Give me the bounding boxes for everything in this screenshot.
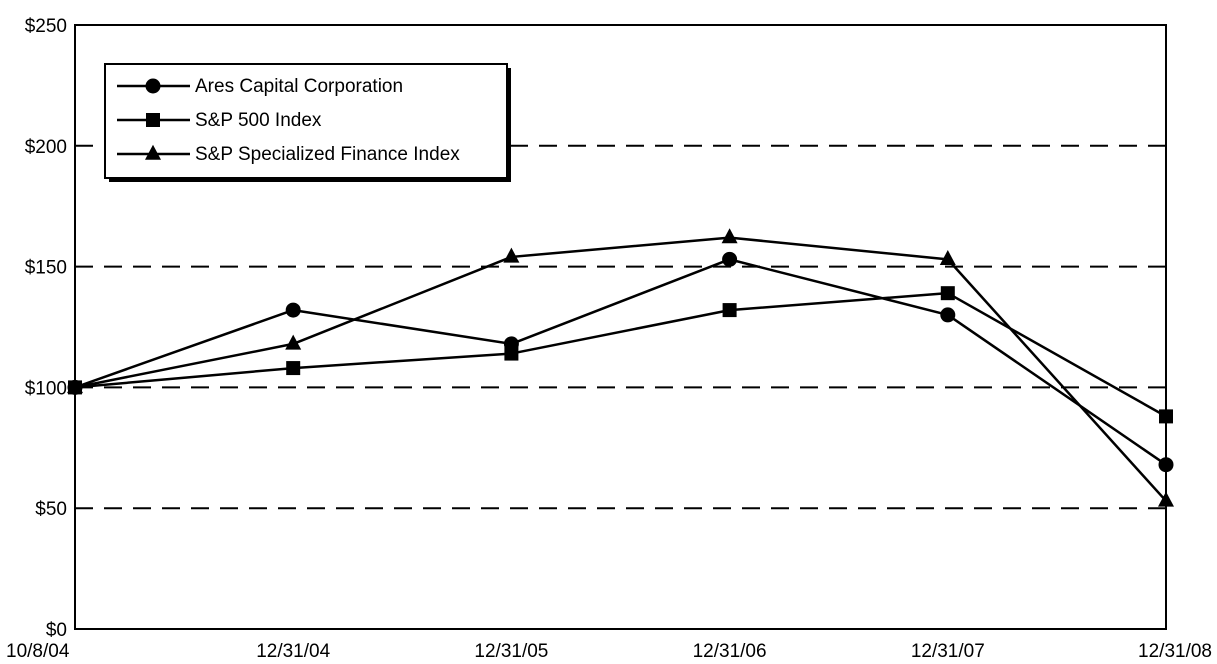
- legend-label: S&P Specialized Finance Index: [195, 144, 460, 165]
- y-tick-label: $50: [35, 499, 67, 520]
- data-point-triangle: [1158, 491, 1174, 507]
- legend-marker-square: [146, 113, 160, 127]
- y-axis-ticks: $0 $50 $100 $150 $200 $250: [25, 16, 67, 641]
- y-tick-label: $150: [25, 258, 67, 279]
- x-tick-label: 12/31/04: [256, 641, 330, 662]
- data-point-circle: [722, 251, 738, 267]
- data-point-triangle: [721, 228, 738, 244]
- x-tick-label: 12/31/08: [1138, 641, 1212, 662]
- series-triangle: [67, 228, 1174, 507]
- data-point-square: [722, 303, 737, 318]
- data-point-square: [504, 346, 519, 361]
- data-point-circle: [1158, 457, 1174, 473]
- legend-entry: Ares Capital Corporation: [117, 76, 403, 97]
- series-circle: [67, 251, 1174, 473]
- y-tick-label: $0: [46, 620, 67, 641]
- series-line: [74, 258, 1167, 466]
- legend-marker-circle: [145, 78, 161, 94]
- data-point-circle: [940, 307, 956, 323]
- data-point-square: [940, 286, 955, 301]
- data-point-circle: [285, 302, 301, 318]
- x-tick-label: 10/8/04: [6, 641, 70, 662]
- series-square: [68, 286, 1173, 424]
- x-tick-label: 12/31/07: [911, 641, 985, 662]
- y-tick-label: $100: [25, 378, 67, 399]
- legend-entry: S&P 500 Index: [117, 110, 322, 131]
- data-point-square: [1159, 409, 1173, 424]
- legend-label: Ares Capital Corporation: [195, 76, 403, 97]
- plot-frame: [74, 24, 1167, 630]
- data-point-triangle: [67, 378, 83, 394]
- legend-marker-triangle: [145, 144, 161, 160]
- legend: Ares Capital Corporation S&P 500 Index S&P…: [104, 63, 511, 182]
- data-point-triangle: [503, 247, 520, 263]
- x-axis-ticks: 10/8/04 12/31/04 12/31/05 12/31/06 12/31/07 1…: [6, 641, 1212, 662]
- x-tick-label: 12/31/05: [474, 641, 548, 662]
- series-line: [74, 236, 1167, 502]
- data-point-triangle: [939, 250, 956, 266]
- legend-label: S&P 500 Index: [195, 110, 322, 131]
- data-point-square: [286, 361, 301, 376]
- series-layer: [67, 228, 1174, 507]
- legend-entry: S&P Specialized Finance Index: [117, 144, 460, 165]
- y-tick-label: $200: [25, 137, 67, 158]
- y-tick-label: $250: [25, 16, 67, 37]
- series-line: [74, 291, 1167, 418]
- gridlines: [75, 144, 1166, 510]
- data-point-triangle: [285, 334, 302, 350]
- x-tick-label: 12/31/06: [693, 641, 767, 662]
